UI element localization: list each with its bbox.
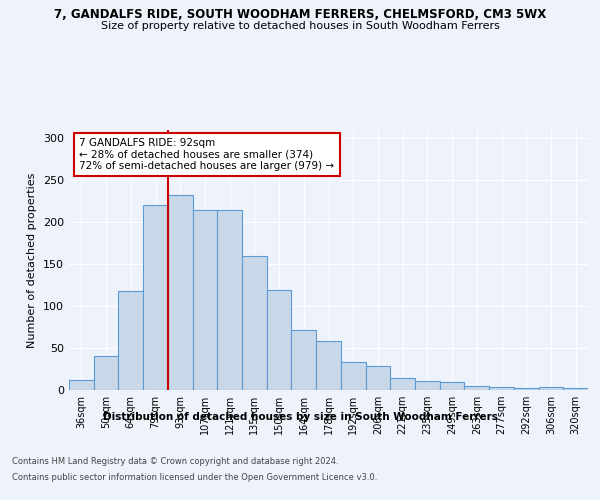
Text: Contains public sector information licensed under the Open Government Licence v3: Contains public sector information licen…	[12, 472, 377, 482]
Bar	[341, 362, 365, 390]
Bar	[242, 256, 267, 390]
Text: 7 GANDALFS RIDE: 92sqm
← 28% of detached houses are smaller (374)
72% of semi-de: 7 GANDALFS RIDE: 92sqm ← 28% of detached…	[79, 138, 335, 171]
Bar	[489, 386, 514, 390]
Bar	[217, 210, 242, 390]
Bar	[118, 291, 143, 390]
Bar	[292, 330, 316, 390]
Bar	[94, 356, 118, 390]
Text: 7, GANDALFS RIDE, SOUTH WOODHAM FERRERS, CHELMSFORD, CM3 5WX: 7, GANDALFS RIDE, SOUTH WOODHAM FERRERS,…	[54, 8, 546, 20]
Bar	[316, 342, 341, 390]
Text: Size of property relative to detached houses in South Woodham Ferrers: Size of property relative to detached ho…	[101, 21, 499, 31]
Bar	[143, 206, 168, 390]
Bar	[69, 380, 94, 390]
Bar	[365, 366, 390, 390]
Bar	[267, 290, 292, 390]
Bar	[464, 386, 489, 390]
Text: Distribution of detached houses by size in South Woodham Ferrers: Distribution of detached houses by size …	[103, 412, 497, 422]
Bar	[193, 210, 217, 390]
Bar	[563, 388, 588, 390]
Bar	[539, 388, 563, 390]
Bar	[440, 382, 464, 390]
Bar	[415, 381, 440, 390]
Text: Contains HM Land Registry data © Crown copyright and database right 2024.: Contains HM Land Registry data © Crown c…	[12, 458, 338, 466]
Bar	[390, 378, 415, 390]
Bar	[514, 388, 539, 390]
Bar	[168, 196, 193, 390]
Y-axis label: Number of detached properties: Number of detached properties	[28, 172, 37, 348]
